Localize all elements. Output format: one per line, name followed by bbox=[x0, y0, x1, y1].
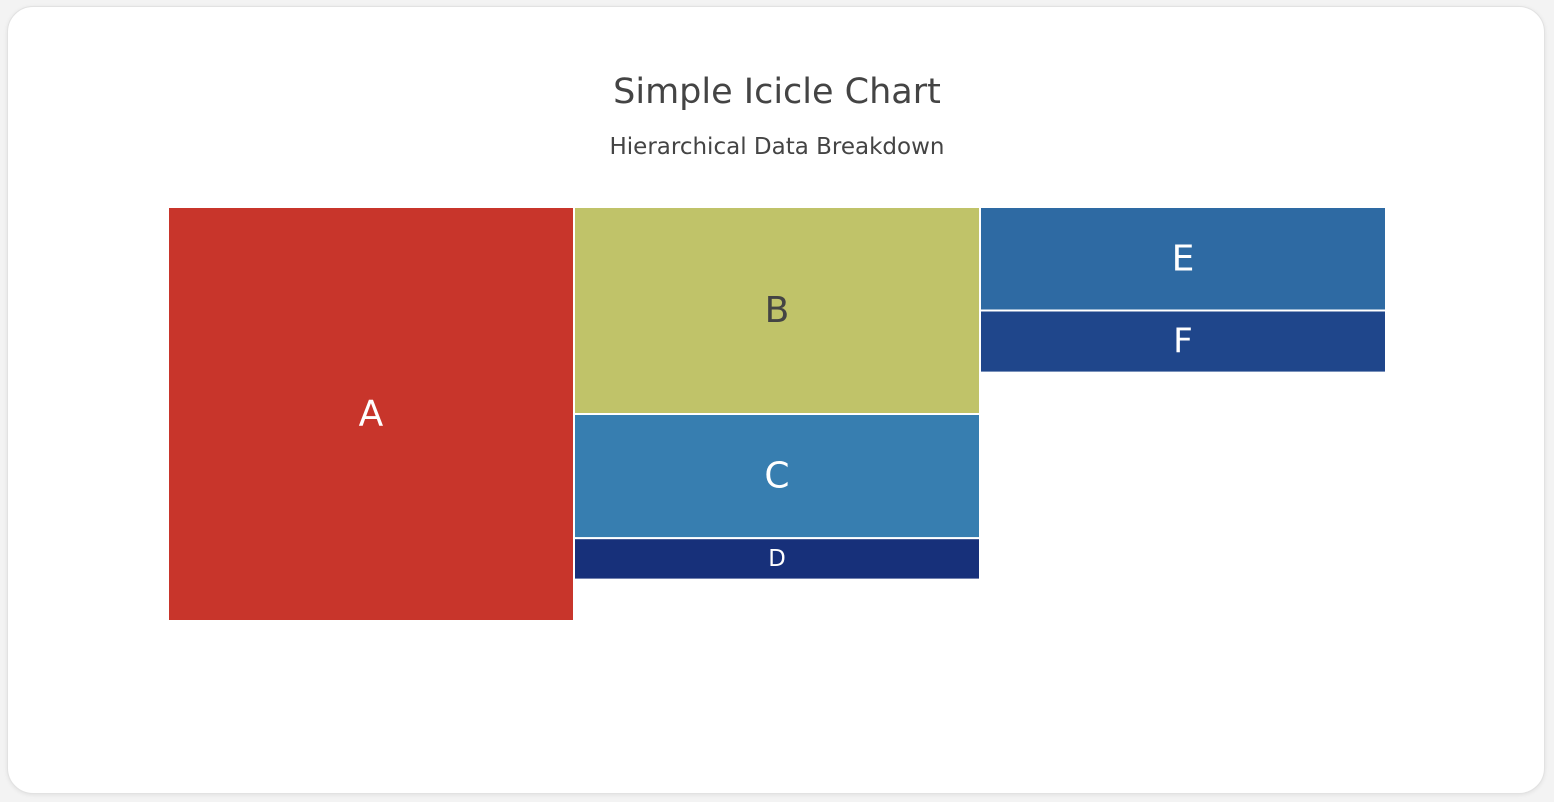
icicle-segment-d[interactable] bbox=[573, 537, 981, 581]
icicle-label-f: F bbox=[1173, 322, 1193, 362]
icicle-label-a: A bbox=[359, 394, 384, 435]
icicle-segment-e[interactable] bbox=[979, 206, 1387, 312]
chart-subtitle: Hierarchical Data Breakdown bbox=[609, 134, 945, 160]
icicle-label-e: E bbox=[1172, 238, 1195, 279]
icicle-label-d: D bbox=[768, 546, 786, 572]
icicle-segment-f[interactable] bbox=[979, 309, 1387, 374]
icicle-label-b: B bbox=[765, 290, 790, 331]
icicle-segment-b[interactable] bbox=[573, 206, 981, 415]
icicle-segment-c[interactable] bbox=[573, 413, 981, 540]
icicle-label-c: C bbox=[764, 456, 789, 497]
chart-title: Simple Icicle Chart bbox=[613, 72, 941, 112]
